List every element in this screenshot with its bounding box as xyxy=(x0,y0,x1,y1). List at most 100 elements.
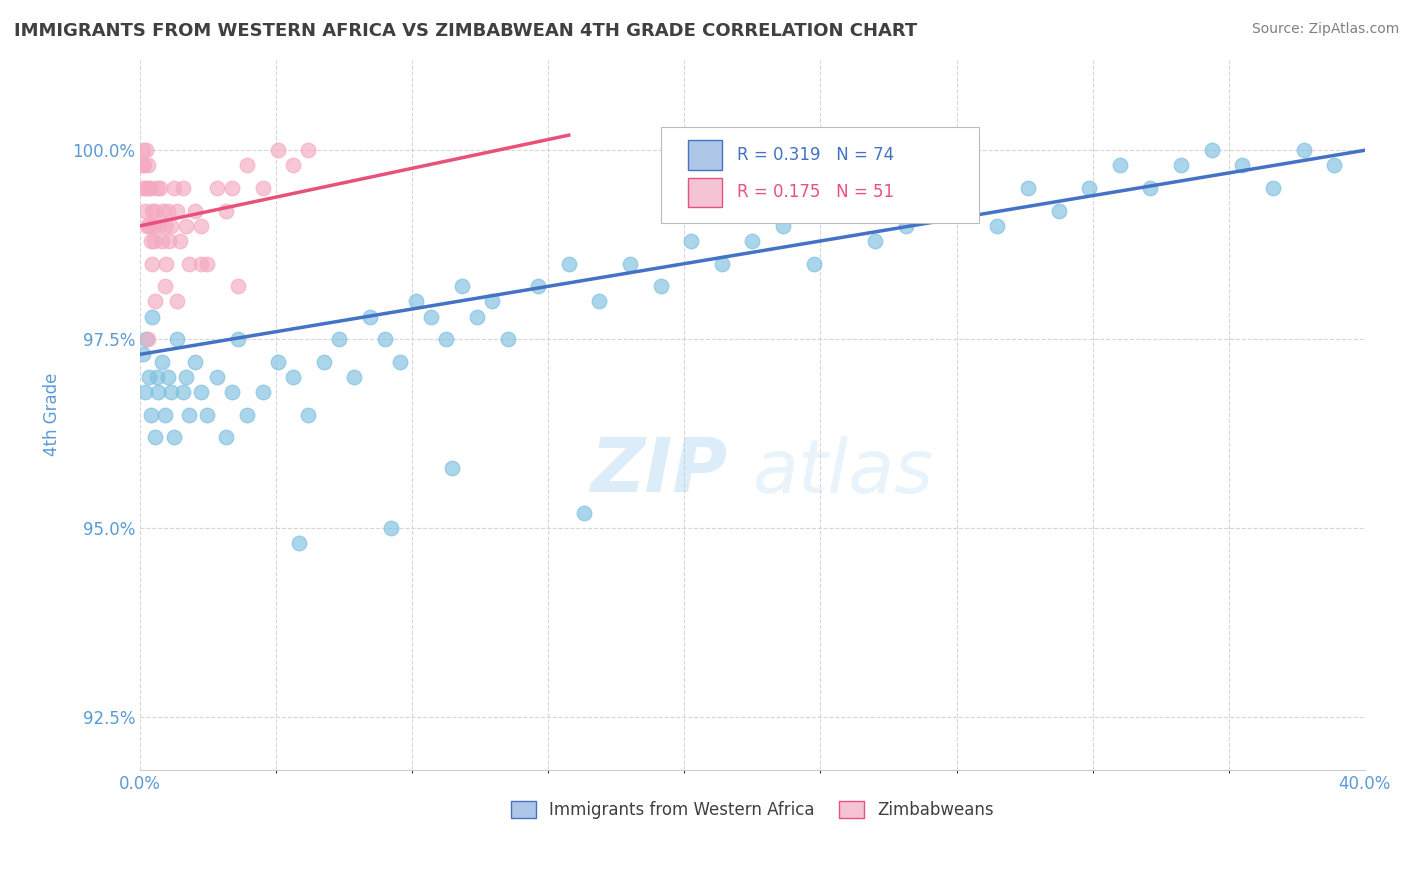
Point xyxy=(145,430,167,444)
Point xyxy=(803,257,825,271)
Point xyxy=(166,294,188,309)
Point xyxy=(894,219,917,233)
Point xyxy=(465,310,488,324)
Point xyxy=(221,385,243,400)
Legend: Immigrants from Western Africa, Zimbabweans: Immigrants from Western Africa, Zimbabwe… xyxy=(503,794,1001,826)
Point xyxy=(138,181,160,195)
Point xyxy=(155,257,177,271)
Point xyxy=(150,355,173,369)
Point xyxy=(139,181,162,195)
Point xyxy=(159,385,181,400)
Point xyxy=(481,294,503,309)
Point xyxy=(135,219,157,233)
Point xyxy=(1261,181,1284,195)
Point xyxy=(197,257,219,271)
Point xyxy=(146,370,169,384)
Point xyxy=(215,203,238,218)
Bar xyxy=(688,178,721,207)
Point xyxy=(150,234,173,248)
Point xyxy=(588,294,610,309)
Point xyxy=(267,143,290,157)
Point xyxy=(236,158,259,172)
Point xyxy=(215,430,238,444)
Point xyxy=(148,385,170,400)
Point xyxy=(374,332,396,346)
Point xyxy=(283,158,305,172)
Point xyxy=(297,143,319,157)
Point xyxy=(190,219,212,233)
Point xyxy=(142,234,165,248)
Point xyxy=(131,158,153,172)
Point xyxy=(153,279,176,293)
Point xyxy=(138,219,160,233)
Point xyxy=(132,347,155,361)
Point xyxy=(138,370,160,384)
Point xyxy=(184,355,207,369)
Point xyxy=(312,355,335,369)
Point xyxy=(174,370,197,384)
Point xyxy=(450,279,472,293)
Point xyxy=(163,430,186,444)
Point xyxy=(139,408,162,422)
Point xyxy=(197,408,219,422)
Point xyxy=(863,234,886,248)
Point xyxy=(131,143,153,157)
Point xyxy=(169,234,191,248)
Point xyxy=(159,219,181,233)
Point xyxy=(619,257,641,271)
Y-axis label: 4th Grade: 4th Grade xyxy=(44,373,60,457)
Point xyxy=(135,332,157,346)
Point xyxy=(172,181,194,195)
Point xyxy=(380,521,402,535)
Point xyxy=(834,203,856,218)
Point xyxy=(389,355,412,369)
Point xyxy=(527,279,550,293)
Text: R = 0.319   N = 74: R = 0.319 N = 74 xyxy=(737,145,894,164)
Point xyxy=(681,234,703,248)
Point xyxy=(134,203,156,218)
Point xyxy=(184,203,207,218)
Point xyxy=(174,219,197,233)
Point xyxy=(226,332,249,346)
Point xyxy=(496,332,519,346)
Point xyxy=(205,370,228,384)
Point xyxy=(1232,158,1254,172)
Point xyxy=(297,408,319,422)
Point xyxy=(145,203,167,218)
Point xyxy=(986,219,1008,233)
Text: ZIP: ZIP xyxy=(591,435,728,508)
Text: R = 0.175   N = 51: R = 0.175 N = 51 xyxy=(737,184,894,202)
Point xyxy=(142,219,165,233)
Point xyxy=(772,219,794,233)
Bar xyxy=(688,140,721,169)
Point xyxy=(153,408,176,422)
Point xyxy=(152,203,174,218)
Point xyxy=(190,257,212,271)
Point xyxy=(156,203,179,218)
Point xyxy=(156,370,179,384)
Point xyxy=(135,143,157,157)
FancyBboxPatch shape xyxy=(661,127,979,223)
Point xyxy=(1139,181,1161,195)
Point xyxy=(136,158,159,172)
Point xyxy=(1323,158,1346,172)
Point xyxy=(149,181,172,195)
Point xyxy=(1201,143,1223,157)
Point xyxy=(141,310,163,324)
Point xyxy=(134,385,156,400)
Point xyxy=(166,203,188,218)
Point xyxy=(136,332,159,346)
Point xyxy=(141,203,163,218)
Point xyxy=(434,332,457,346)
Point xyxy=(153,219,176,233)
Point xyxy=(405,294,427,309)
Point xyxy=(420,310,443,324)
Point xyxy=(1047,203,1070,218)
Point xyxy=(177,257,200,271)
Point xyxy=(359,310,381,324)
Point xyxy=(190,385,212,400)
Point xyxy=(252,181,274,195)
Point xyxy=(267,355,290,369)
Point xyxy=(441,460,464,475)
Point xyxy=(163,181,186,195)
